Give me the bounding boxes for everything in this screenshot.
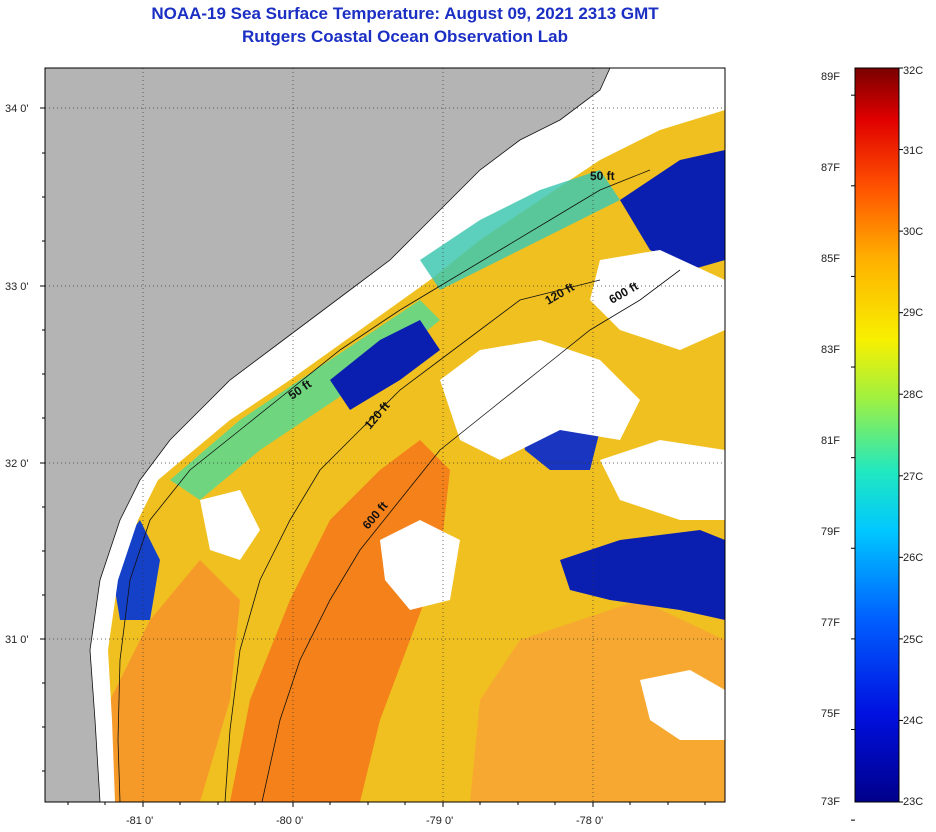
colorbar-c-27: 27C <box>903 471 923 483</box>
colorbar-c-26: 26C <box>903 552 923 564</box>
cloud-area-3 <box>600 440 725 520</box>
map-title: NOAA-19 Sea Surface Temperature: August … <box>151 4 659 23</box>
lon-label-80: -80 0' <box>276 815 303 827</box>
cold-patch-ne <box>620 150 725 270</box>
orange-region-east <box>470 600 725 802</box>
mid-temp-band-north <box>420 170 620 290</box>
colorbar-ticks <box>851 67 903 821</box>
colorbar-c-25: 25C <box>903 634 923 646</box>
colorbar-f-77: 77F <box>821 617 840 629</box>
lon-label-79: -79 0' <box>426 815 453 827</box>
lat-label-34: 34 0' <box>5 103 29 115</box>
contour-label-50ft-ne: 50 ft <box>590 169 615 183</box>
map-subtitle: Rutgers Coastal Ocean Observation Lab <box>242 27 568 46</box>
cloud-area-5 <box>200 490 260 560</box>
hot-orange-region <box>230 440 450 802</box>
contour-600ft <box>261 269 681 802</box>
colorbar-c-24: 24C <box>903 715 923 727</box>
map-frame <box>44 67 726 803</box>
colorbar-f-89: 89F <box>821 71 840 83</box>
colorbar-f-87: 87F <box>821 162 840 174</box>
axis-ticks <box>40 107 706 807</box>
contour-50ft <box>117 169 651 802</box>
cold-patch-se <box>560 530 725 620</box>
colorbar-f-81: 81F <box>821 435 840 447</box>
colorbar <box>854 67 900 803</box>
colorbar-c-28: 28C <box>903 389 923 401</box>
colorbar-f-85: 85F <box>821 253 840 265</box>
lat-label-31: 31 0' <box>5 634 29 646</box>
colorbar-f-73: 73F <box>821 796 840 808</box>
colorbar-c-32: 32C <box>903 65 923 77</box>
cloud-area-4 <box>380 520 460 610</box>
cloud-area-1 <box>440 340 640 460</box>
lat-label-32: 32 0' <box>5 458 29 470</box>
colorbar-f-83: 83F <box>821 344 840 356</box>
lon-label-78: -78 0' <box>576 815 603 827</box>
coastline <box>89 68 611 802</box>
cloud-area-2 <box>590 250 725 350</box>
land <box>45 68 610 802</box>
colorbar-c-30: 30C <box>903 226 923 238</box>
colorbar-c-29: 29C <box>903 307 923 319</box>
cloud-area-6 <box>640 670 725 740</box>
colorbar-f-79: 79F <box>821 526 840 538</box>
lat-label-33: 33 0' <box>5 281 29 293</box>
orange-region-south <box>100 560 240 802</box>
map-panel <box>45 68 725 802</box>
lon-label-81: -81 0' <box>126 815 153 827</box>
colorbar-f-75: 75F <box>821 708 840 720</box>
cold-patch-central <box>330 320 440 410</box>
colorbar-c-23: 23C <box>903 796 923 808</box>
colorbar-c-31: 31C <box>903 145 923 157</box>
contour-120ft <box>224 279 601 802</box>
graticule <box>45 68 725 802</box>
